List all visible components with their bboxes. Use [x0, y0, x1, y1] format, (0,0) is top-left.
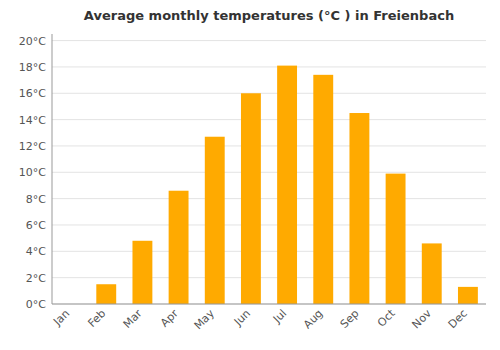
bars [96, 66, 478, 304]
bar [386, 174, 406, 304]
y-tick-label: 6°C [26, 219, 46, 232]
bar [349, 113, 369, 304]
y-axis-line [52, 34, 53, 304]
chart: Average monthly temperatures (°C ) in Fr… [0, 0, 500, 350]
y-tick-label: 12°C [19, 140, 46, 153]
y-tick-label: 14°C [19, 114, 46, 127]
y-tick-label: 4°C [26, 245, 46, 258]
bar [422, 243, 442, 304]
bar [313, 75, 333, 304]
grid-line [52, 66, 486, 67]
x-tick-label: May [192, 307, 218, 333]
grid-line [52, 251, 486, 252]
grid-line [52, 198, 486, 199]
y-tick-label: 20°C [19, 35, 46, 48]
bar [169, 191, 189, 304]
y-tick-label: 18°C [19, 61, 46, 74]
x-axis-line [52, 304, 486, 305]
y-tick-label: 2°C [26, 272, 46, 285]
grid [52, 41, 486, 304]
bar [205, 137, 225, 304]
grid-line [52, 40, 486, 41]
grid-line [52, 224, 486, 225]
x-tick-label: Feb [85, 307, 108, 330]
bar [277, 66, 297, 304]
x-tick-label: Apr [158, 307, 181, 330]
x-tick-label: Dec [446, 307, 470, 331]
title: Average monthly temperatures (°C ) in Fr… [84, 8, 454, 23]
bar [132, 241, 152, 304]
y-axis: 0°C 2°C 4°C 6°C 8°C 10°C 12°C 14°C 16°C 18°C 20°C [19, 34, 52, 311]
chart-container: Average monthly temperatures (°C ) in Fr… [0, 0, 500, 350]
x-axis: Jan Feb Mar Apr May Jun Jul Aug Sep Oct Nov Dec [50, 304, 486, 332]
bar [96, 284, 116, 304]
x-tick-label: Aug [301, 307, 325, 331]
grid-line [52, 304, 486, 305]
grid-line [52, 145, 486, 146]
y-tick-label: 8°C [26, 193, 46, 206]
bar [241, 93, 261, 304]
y-tick-label: 10°C [19, 166, 46, 179]
grid-line [52, 93, 486, 94]
x-tick-label: Mar [121, 307, 145, 331]
x-tick-label: Jul [270, 307, 289, 326]
y-tick-label: 0°C [26, 298, 46, 311]
grid-line [52, 277, 486, 278]
grid-line [52, 119, 486, 120]
x-tick-label: Jan [50, 307, 72, 329]
bar [458, 287, 478, 304]
x-tick-label: Jun [231, 307, 253, 329]
x-tick-label: Sep [338, 307, 362, 331]
x-tick-label: Nov [409, 307, 434, 332]
y-tick-label: 16°C [19, 87, 46, 100]
grid-line [52, 172, 486, 173]
x-tick-label: Oct [375, 306, 398, 329]
